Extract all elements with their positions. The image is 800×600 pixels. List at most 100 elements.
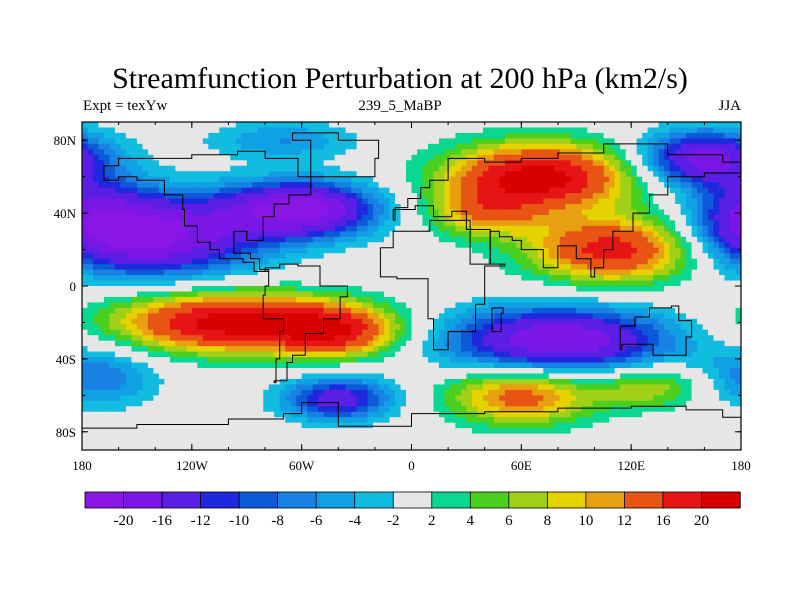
field-cell (537, 236, 544, 243)
field-cell (224, 214, 231, 221)
field-cell (433, 122, 440, 129)
field-cell (713, 236, 720, 243)
field-cell (279, 318, 286, 325)
field-cell (142, 340, 149, 347)
field-cell (735, 160, 741, 167)
field-cell (735, 236, 741, 243)
field-cell (466, 182, 473, 189)
field-cell (493, 165, 500, 172)
field-cell (356, 280, 363, 287)
field-cell (471, 340, 478, 347)
field-cell (422, 340, 429, 347)
field-cell (158, 313, 165, 320)
field-cell (147, 122, 154, 129)
field-cell (279, 187, 286, 194)
field-cell (532, 138, 539, 145)
field-cell (301, 176, 308, 183)
field-cell (565, 307, 572, 314)
field-cell (730, 313, 737, 320)
field-cell (620, 122, 627, 129)
field-cell (120, 154, 127, 161)
field-cell (92, 236, 100, 243)
field-cell (433, 187, 440, 194)
field-cell (147, 231, 154, 238)
field-cell (625, 132, 632, 139)
field-cell (98, 182, 105, 189)
field-cell (241, 154, 248, 161)
field-cell (213, 286, 220, 293)
field-cell (329, 242, 336, 249)
field-cell (279, 324, 286, 331)
field-cell (559, 231, 566, 238)
field-cell (565, 198, 572, 205)
field-cell (686, 171, 693, 178)
field-cell (526, 280, 533, 287)
field-cell (103, 209, 111, 216)
field-cell (252, 291, 259, 298)
field-cell (554, 335, 561, 342)
field-cell (609, 204, 616, 211)
field-cell (180, 264, 187, 271)
field-cell (499, 253, 506, 260)
field-cell (493, 247, 500, 254)
field-cell (114, 296, 122, 303)
field-cell (482, 127, 489, 134)
field-cell (362, 204, 369, 211)
field-cell (82, 324, 89, 331)
field-cell (378, 138, 385, 145)
field-cell (367, 182, 374, 189)
field-cell (603, 253, 610, 260)
field-cell (647, 324, 654, 331)
field-cell (98, 275, 105, 282)
field-cell (642, 275, 649, 282)
field-cell (422, 242, 429, 249)
field-cell (191, 214, 198, 221)
field-cell (460, 346, 468, 353)
field-cell (427, 280, 435, 287)
field-cell (422, 307, 429, 314)
field-cell (406, 225, 413, 232)
field-cell (345, 324, 352, 331)
field-cell (625, 253, 632, 260)
field-cell (702, 247, 709, 254)
field-cell (191, 247, 198, 254)
field-cell (257, 149, 264, 156)
field-cell (719, 154, 726, 161)
field-cell (642, 187, 649, 194)
field-cell (362, 258, 369, 265)
field-cell (686, 236, 693, 243)
field-cell (279, 291, 286, 298)
field-cell (702, 275, 709, 282)
field-cell (719, 160, 726, 167)
field-cell (136, 193, 144, 200)
field-cell (98, 193, 105, 200)
field-cell (537, 122, 544, 129)
field-cell (180, 247, 187, 254)
field-cell (548, 149, 555, 156)
field-cell (570, 291, 577, 298)
field-cell (510, 220, 517, 227)
field-cell (675, 313, 682, 320)
field-cell (730, 253, 737, 260)
field-cell (427, 198, 435, 205)
field-cell (708, 149, 715, 156)
field-cell (460, 176, 468, 183)
field-cell (515, 253, 522, 260)
field-cell (482, 242, 489, 249)
field-cell (241, 182, 248, 189)
field-cell (131, 231, 138, 238)
field-cell (515, 324, 522, 331)
field-cell (246, 209, 253, 216)
field-cell (559, 149, 566, 156)
field-cell (82, 209, 89, 216)
field-cell (697, 187, 704, 194)
field-cell (466, 187, 473, 194)
field-cell (686, 127, 693, 134)
field-cell (312, 236, 319, 243)
field-cell (592, 143, 599, 150)
field-cell (87, 269, 94, 276)
field-cell (697, 127, 704, 134)
field-cell (158, 324, 165, 331)
field-cell (202, 171, 209, 178)
field-cell (576, 154, 583, 161)
